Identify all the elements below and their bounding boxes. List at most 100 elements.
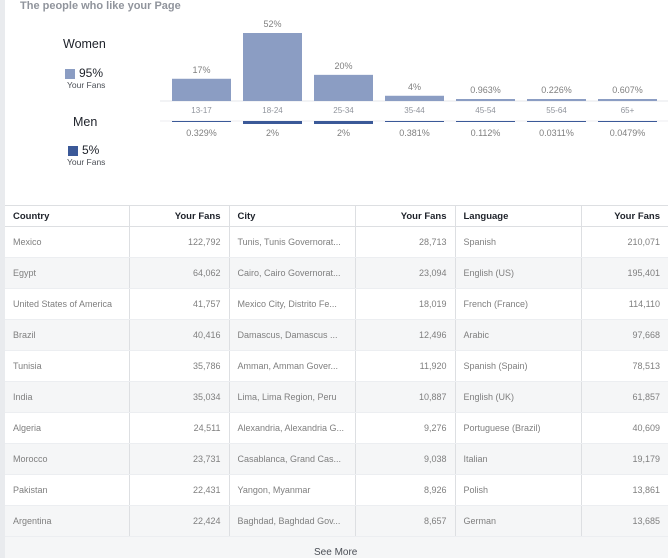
country-name: Egypt xyxy=(5,257,130,289)
country-fans: 41,757 xyxy=(129,288,230,320)
country-fans: 22,424 xyxy=(129,505,230,537)
city-column-header[interactable]: City xyxy=(229,205,356,227)
city-fans: 9,038 xyxy=(355,443,456,475)
language-name: English (US) xyxy=(455,257,582,289)
city-fans: 12,496 xyxy=(355,319,456,351)
table-row: United States of America 41,757 Mexico Cit… xyxy=(5,288,668,320)
country-fans: 35,034 xyxy=(129,381,230,413)
women-data-label: 17% xyxy=(192,65,210,75)
country-fans: 64,062 xyxy=(129,257,230,289)
country-fans: 40,416 xyxy=(129,319,230,351)
age-category-label: 35-44 xyxy=(404,106,425,115)
men-data-label: 2% xyxy=(337,128,350,138)
men-data-label: 0.0479% xyxy=(610,128,646,138)
table-row: Tunisia 35,786 Amman, Amman Gover... 11,920… xyxy=(5,350,668,382)
women-percent-group: 95% xyxy=(65,66,103,80)
men-bar xyxy=(243,121,302,124)
country-column-header[interactable]: Country xyxy=(5,205,130,227)
language-fans: 114,110 xyxy=(581,288,668,320)
age-category-label: 65+ xyxy=(621,106,635,115)
language-fans: 195,401 xyxy=(581,257,668,289)
left-frame-edge xyxy=(0,0,5,558)
city-name: Yangon, Myanmar xyxy=(229,474,356,506)
men-data-label: 2% xyxy=(266,128,279,138)
city-fans: 10,887 xyxy=(355,381,456,413)
language-name: German xyxy=(455,505,582,537)
city-fans: 8,657 xyxy=(355,505,456,537)
country-name: United States of America xyxy=(5,288,130,320)
language-name: Spanish (Spain) xyxy=(455,350,582,382)
men-sublabel: Your Fans xyxy=(67,157,106,167)
women-bar xyxy=(243,33,302,101)
country-name: Mexico xyxy=(5,226,130,258)
table-row: Egypt 64,062 Cairo, Cairo Governorat... 23,… xyxy=(5,257,668,289)
men-bar xyxy=(598,121,657,122)
city-fans: 9,276 xyxy=(355,412,456,444)
women-bar xyxy=(456,99,515,101)
city-name: Alexandria, Alexandria G... xyxy=(229,412,356,444)
women-data-label: 4% xyxy=(408,82,421,92)
language-name: Arabic xyxy=(455,319,582,351)
table-row: Morocco 23,731 Casablanca, Grand Cas... 9,0… xyxy=(5,443,668,475)
city-fans: 18,019 xyxy=(355,288,456,320)
language-fans: 61,857 xyxy=(581,381,668,413)
women-bar xyxy=(385,95,444,101)
age-gender-chart: 17% 13-17 0.329% 52% 18-24 2% 20% 25-34 2% 4% 35-4… xyxy=(160,19,668,138)
city-fans: 8,926 xyxy=(355,474,456,506)
language-name: Italian xyxy=(455,443,582,475)
country-fans: 122,792 xyxy=(129,226,230,258)
women-bar xyxy=(598,99,657,101)
women-bar xyxy=(172,78,231,101)
women-label: Women xyxy=(63,37,106,51)
men-label: Men xyxy=(73,115,98,129)
language-fans: 13,861 xyxy=(581,474,668,506)
men-bar xyxy=(385,121,444,122)
city-name: Cairo, Cairo Governorat... xyxy=(229,257,356,289)
men-bar xyxy=(527,121,586,122)
table-row: Mexico 122,792 Tunis, Tunis Governorat... 2… xyxy=(5,226,668,258)
section-title: The people who like your Page xyxy=(20,0,181,12)
city-name: Baghdad, Baghdad Gov... xyxy=(229,505,356,537)
women-percent: 95% xyxy=(79,66,104,80)
women-data-label: 0.226% xyxy=(541,85,572,95)
age-category-label: 45-54 xyxy=(475,106,496,115)
language-fans: 19,179 xyxy=(581,443,668,475)
see-more-button[interactable]: See More xyxy=(314,547,358,558)
city-name: Lima, Lima Region, Peru xyxy=(229,381,356,413)
men-bar xyxy=(172,121,231,122)
table-row: Algeria 24,511 Alexandria, Alexandria G...… xyxy=(5,412,668,444)
city-name: Amman, Amman Gover... xyxy=(229,350,356,382)
city-name: Mexico City, Distrito Fe... xyxy=(229,288,356,320)
men-percent-group: 5% xyxy=(68,143,99,157)
city-fans-column-header[interactable]: Your Fans xyxy=(355,205,456,227)
women-color-swatch xyxy=(65,69,75,79)
language-fans: 210,071 xyxy=(581,226,668,258)
country-fans-column-header[interactable]: Your Fans xyxy=(129,205,230,227)
fans-table: Country Your Fans City Your Fans Languag… xyxy=(5,205,668,537)
language-name: French (France) xyxy=(455,288,582,320)
men-data-label: 0.0311% xyxy=(539,128,574,138)
men-data-label: 0.381% xyxy=(399,128,430,138)
country-fans: 23,731 xyxy=(129,443,230,475)
country-name: Algeria xyxy=(5,412,130,444)
language-fans-column-header[interactable]: Your Fans xyxy=(581,205,668,227)
table-row: Brazil 40,416 Damascus, Damascus ... 12,496… xyxy=(5,319,668,351)
country-name: Argentina xyxy=(5,505,130,537)
language-column-header[interactable]: Language xyxy=(455,205,582,227)
country-fans: 35,786 xyxy=(129,350,230,382)
country-name: Tunisia xyxy=(5,350,130,382)
city-name: Damascus, Damascus ... xyxy=(229,319,356,351)
men-percent: 5% xyxy=(82,143,100,157)
men-color-swatch xyxy=(68,146,78,156)
women-data-label: 20% xyxy=(334,61,352,71)
country-name: Pakistan xyxy=(5,474,130,506)
country-name: Morocco xyxy=(5,443,130,475)
age-category-label: 18-24 xyxy=(262,106,283,115)
language-name: Portuguese (Brazil) xyxy=(455,412,582,444)
language-fans: 40,609 xyxy=(581,412,668,444)
language-name: Spanish xyxy=(455,226,582,258)
city-fans: 28,713 xyxy=(355,226,456,258)
city-name: Tunis, Tunis Governorat... xyxy=(229,226,356,258)
men-bar xyxy=(456,121,515,122)
women-data-label: 0.607% xyxy=(612,85,643,95)
